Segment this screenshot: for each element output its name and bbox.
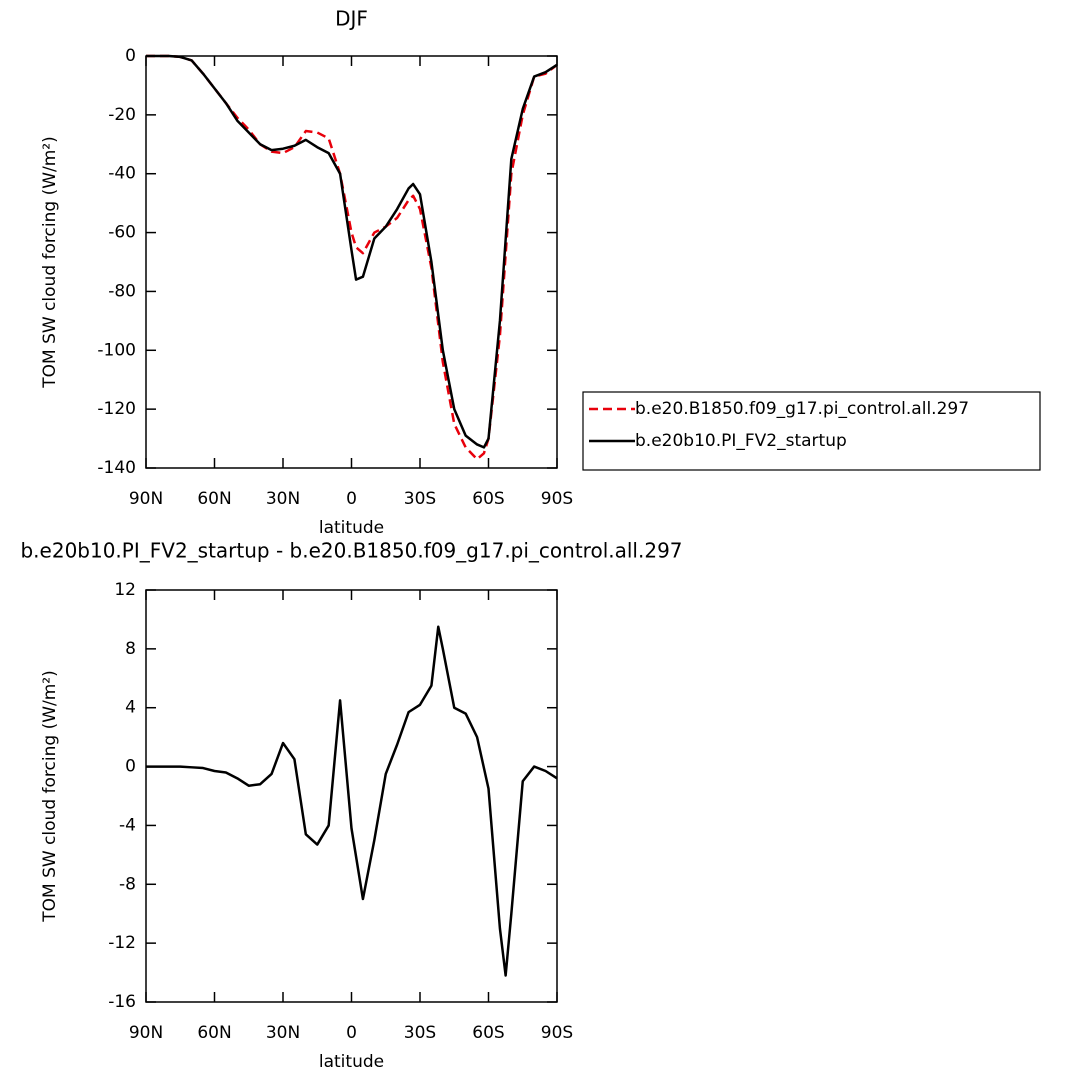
y-tick-label: -4 bbox=[119, 815, 136, 835]
line-series bbox=[146, 54, 558, 449]
y-tick-label: 4 bbox=[125, 698, 136, 718]
x-tick-label: 60N bbox=[197, 489, 231, 509]
x-tick-label: 60S bbox=[472, 1023, 504, 1043]
x-tick-label: 30S bbox=[404, 489, 436, 509]
legend-label: b.e20.B1850.f09_g17.pi_control.all.297 bbox=[635, 399, 969, 419]
chart-title: b.e20b10.PI_FV2_startup - b.e20.B1850.f0… bbox=[20, 539, 682, 563]
x-tick-label: 60N bbox=[197, 1023, 231, 1043]
y-tick-label: -12 bbox=[108, 933, 136, 953]
x-tick-label: 90S bbox=[541, 1023, 573, 1043]
x-axis-label: latitude bbox=[319, 518, 384, 538]
x-tick-label: 0 bbox=[346, 489, 357, 509]
y-tick-label: 0 bbox=[125, 757, 136, 777]
y-axis-label: TOM SW cloud forcing (W/m²) bbox=[40, 670, 60, 923]
y-tick-label: 8 bbox=[125, 639, 136, 659]
x-tick-label: 30S bbox=[404, 1023, 436, 1043]
chart-title: DJF bbox=[335, 7, 368, 31]
plot-frame bbox=[145, 55, 558, 469]
plot-frame bbox=[145, 589, 558, 1003]
legend-label: b.e20b10.PI_FV2_startup bbox=[635, 431, 847, 451]
x-tick-label: 30N bbox=[266, 489, 300, 509]
y-tick-label: -40 bbox=[108, 164, 136, 184]
x-axis-label: latitude bbox=[319, 1052, 384, 1072]
x-tick-label: 60S bbox=[472, 489, 504, 509]
y-tick-label: -16 bbox=[108, 992, 136, 1012]
x-tick-label: 30N bbox=[266, 1023, 300, 1043]
x-tick-label: 90N bbox=[129, 1023, 163, 1043]
y-axis-label: TOM SW cloud forcing (W/m²) bbox=[40, 136, 60, 389]
y-tick-label: -140 bbox=[97, 458, 136, 478]
y-tick-label: -80 bbox=[108, 281, 136, 301]
line-series bbox=[146, 625, 558, 977]
y-tick-label: -120 bbox=[97, 399, 136, 419]
y-tick-label: -20 bbox=[108, 105, 136, 125]
y-tick-label: 12 bbox=[114, 580, 136, 600]
legend-box bbox=[582, 391, 1041, 471]
x-tick-label: 90S bbox=[541, 489, 573, 509]
x-tick-label: 90N bbox=[129, 489, 163, 509]
y-tick-label: -8 bbox=[119, 874, 136, 894]
y-tick-label: 0 bbox=[125, 46, 136, 66]
x-tick-label: 0 bbox=[346, 1023, 357, 1043]
y-tick-label: -100 bbox=[97, 340, 136, 360]
y-tick-label: -60 bbox=[108, 223, 136, 243]
